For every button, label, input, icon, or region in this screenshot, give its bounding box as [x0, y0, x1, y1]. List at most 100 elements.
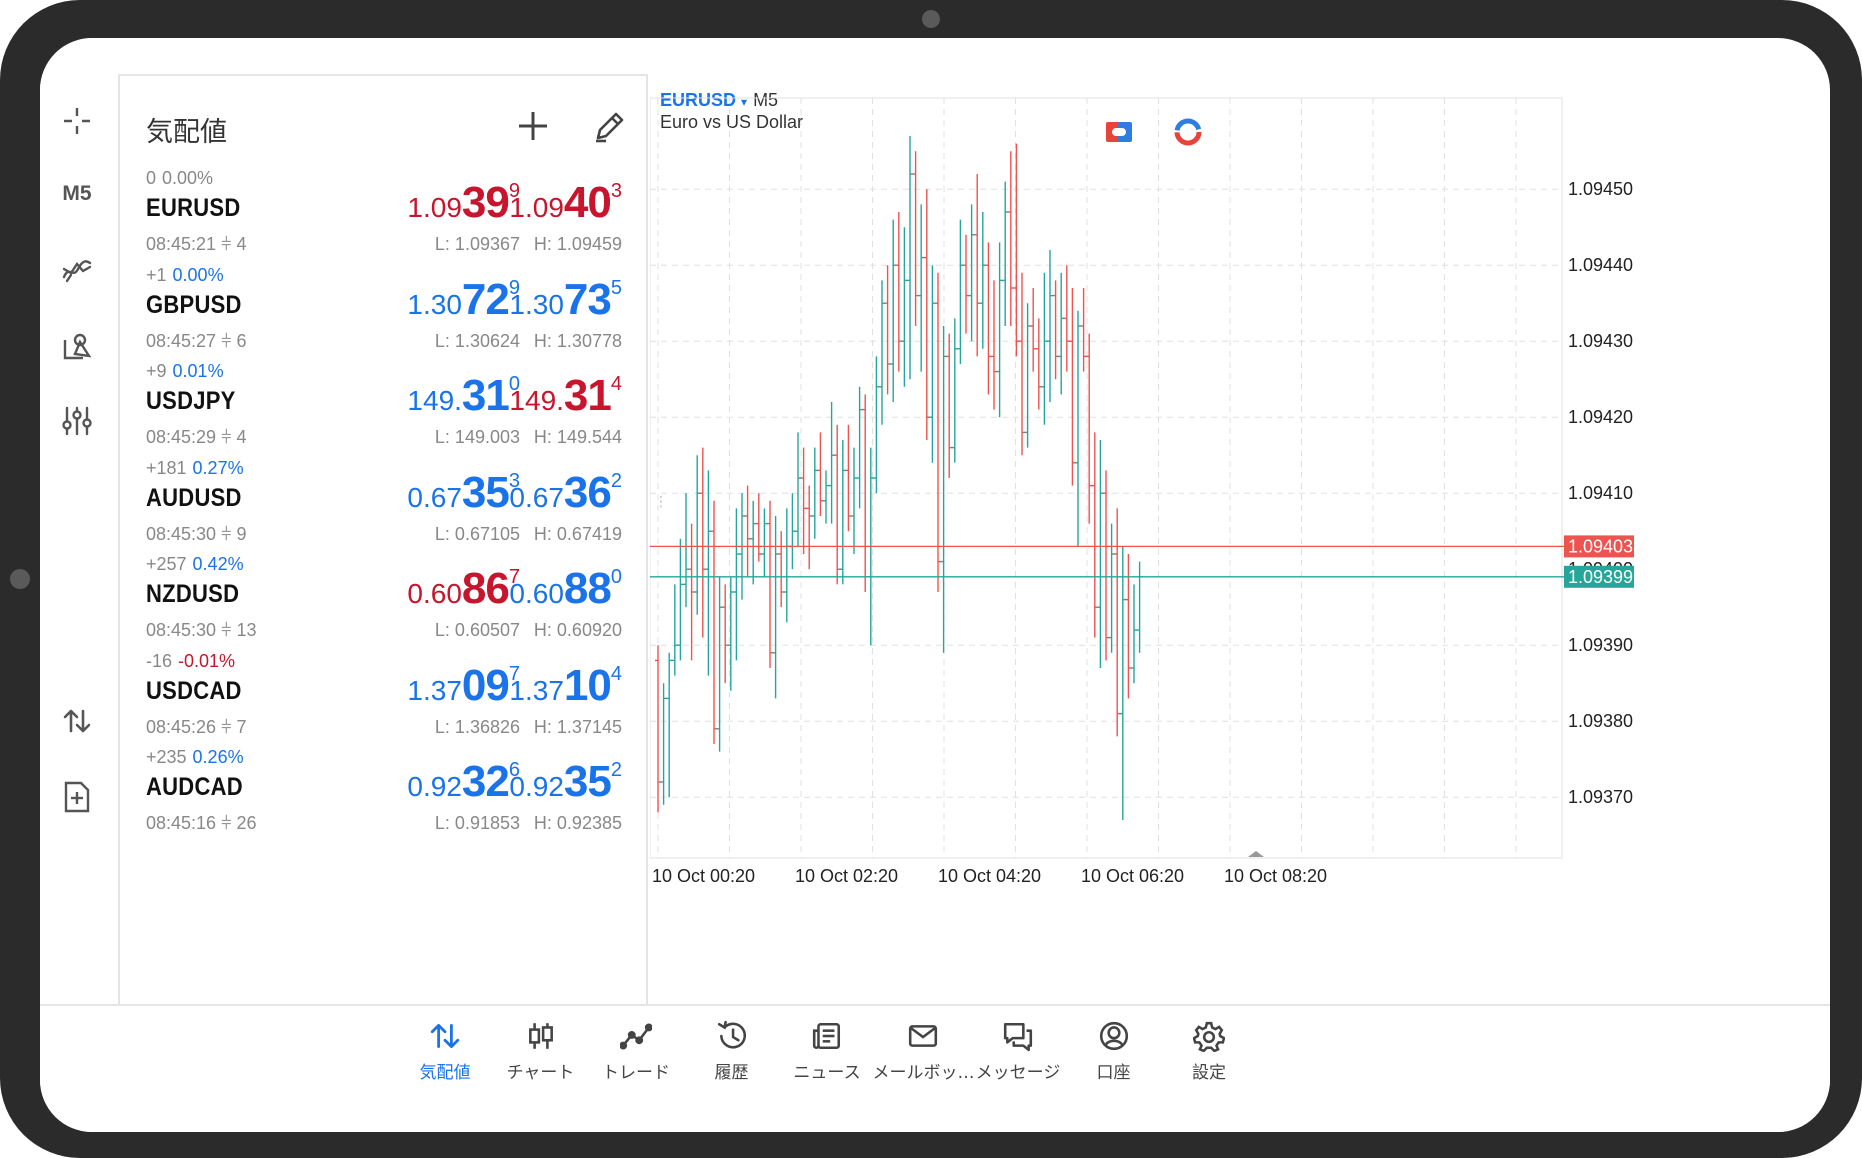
ohlc-bar	[951, 318, 958, 463]
ohlc-bar	[733, 508, 740, 661]
objects-icon[interactable]	[54, 323, 100, 369]
quote-row[interactable]: +235 0.26% AUDCAD 08:45:16 ⫩ 26 0.92326 0…	[120, 747, 646, 859]
chart-timeframe: M5	[753, 90, 779, 110]
splitter-handle: ⋮⋮	[650, 493, 668, 509]
bid-price: 0.60867	[407, 564, 520, 613]
change-percent: -0.01%	[178, 650, 236, 671]
add-symbol-button[interactable]	[513, 106, 553, 146]
change-points: 0 0.00%	[146, 168, 213, 189]
nav-item[interactable]: 履歴	[682, 1016, 782, 1083]
spread-value: 4	[236, 427, 247, 447]
ohlc-bar	[716, 576, 723, 752]
ohlc-bar	[963, 234, 969, 334]
nav-item[interactable]: トレード	[586, 1016, 686, 1083]
ohlc-bar	[772, 516, 779, 699]
nav-item[interactable]: チャート	[491, 1016, 591, 1083]
ohlc-bar	[879, 280, 885, 425]
one-click-trading-icon[interactable]	[1106, 122, 1132, 142]
ohlc-bar	[851, 447, 857, 554]
quote-row[interactable]: 0 0.00% EURUSD 08:45:21 ⫩ 4 1.09399 1.094…	[120, 168, 646, 280]
ohlc-bar	[907, 136, 913, 380]
ohlc-bar	[834, 424, 841, 585]
trade-arrows-icon[interactable]	[54, 698, 100, 744]
spread-value: 13	[236, 620, 257, 640]
new-order-icon[interactable]	[54, 774, 100, 820]
spread-value: 7	[236, 716, 247, 737]
ohlc-bar	[1052, 280, 1059, 380]
ohlc-bar	[1125, 554, 1132, 699]
ohlc-bar	[683, 493, 689, 608]
ohlc-bar	[1019, 272, 1025, 456]
spread-icon: ⫩	[221, 427, 232, 447]
ask-price: 1.37104	[509, 660, 622, 710]
quote-time: 08:45:26	[146, 716, 217, 737]
nav-item[interactable]: メッセージ	[968, 1016, 1068, 1083]
x-tick-label: 10 Oct 02:20	[795, 866, 898, 886]
quote-row[interactable]: +9 0.01% USDJPY 08:45:29 ⫩ 4 149.310 149.…	[120, 361, 646, 473]
spread-icon: ⫩	[221, 523, 232, 544]
nav-item[interactable]: 設定	[1159, 1016, 1259, 1083]
nav-item[interactable]: 口座	[1064, 1016, 1164, 1083]
y-tick-label: 1.09370	[1568, 787, 1633, 807]
ohlc-bar	[1013, 143, 1020, 357]
quote-meta: 08:45:29 ⫩ 4	[146, 427, 246, 448]
nav-label: チャート	[506, 1063, 575, 1083]
change-percent: 0.26%	[192, 747, 244, 767]
y-tick-label: 1.09410	[1568, 483, 1633, 503]
low-price: L: 0.67105	[434, 523, 520, 544]
crosshair-icon[interactable]	[54, 98, 100, 144]
change-value: +235	[146, 747, 187, 767]
nav-label: 気配値	[419, 1063, 471, 1083]
quote-meta: 08:45:30 ⫩ 13	[146, 620, 256, 641]
change-percent: 0.42%	[192, 554, 244, 574]
ohlc-bar	[1114, 508, 1121, 737]
low-price: L: 149.003	[434, 427, 520, 447]
change-points: +9 0.01%	[146, 361, 224, 382]
quote-row[interactable]: +1 0.00% GBPUSD 08:45:27 ⫩ 6 1.30729 1.30…	[120, 265, 646, 377]
current-time-marker	[1248, 851, 1264, 857]
nav-item[interactable]: 気配値	[395, 1016, 495, 1083]
spread-icon: ⫩	[221, 813, 232, 833]
camera	[922, 10, 940, 28]
spread-value: 26	[236, 813, 257, 833]
ohlc-bar	[1080, 288, 1087, 372]
settings-sliders-icon[interactable]	[54, 398, 100, 444]
nav-label: 口座	[1096, 1063, 1131, 1083]
ohlc-bar	[767, 500, 773, 668]
symbol-name: USDCAD	[146, 676, 242, 705]
spread-icon: ⫩	[221, 234, 232, 254]
ohlc-bar	[1035, 318, 1042, 410]
ohlc-bar	[923, 189, 930, 440]
trade-level-icon[interactable]	[1174, 118, 1202, 146]
low-price: L: 1.30624	[434, 330, 520, 351]
ohlc-bar	[655, 645, 661, 813]
ask-price: 0.92352	[509, 757, 622, 806]
ohlc-bar	[918, 204, 925, 372]
y-tick-label: 1.09390	[1568, 635, 1633, 655]
change-percent: 0.00%	[162, 168, 214, 188]
indicators-icon[interactable]	[54, 247, 100, 293]
nav-item[interactable]: ニュース	[777, 1016, 877, 1083]
timeframe-button[interactable]: M5	[62, 182, 92, 205]
quote-time: 08:45:30	[146, 523, 217, 544]
ohlc-bar	[823, 470, 829, 524]
y-tick-label: 1.09380	[1568, 711, 1633, 731]
y-tick-label: 1.09440	[1568, 255, 1633, 275]
nav-item[interactable]: メールボッ…	[873, 1016, 975, 1083]
ask-price-label: 1.09403	[1568, 536, 1633, 556]
change-value: +9	[146, 361, 167, 381]
quote-row[interactable]: +257 0.42% NZDUSD 08:45:30 ⫩ 13 0.60867 0…	[120, 554, 646, 666]
chart-canvas[interactable]: 1.09450 1.09440 1.09430 1.09420 1.09410 1.093…	[650, 74, 1830, 1004]
chart-area[interactable]: EURUSD ▾ M5 Euro vs US Dollar 1.09450 1.09…	[650, 74, 1830, 1004]
ohlc-bar	[985, 242, 992, 395]
chart-symbol[interactable]: EURUSD ▾ M5	[660, 90, 778, 111]
quote-meta: 08:45:21 ⫩ 4	[146, 234, 246, 255]
quote-meta: 08:45:30 ⫩ 9	[146, 524, 246, 545]
edit-list-button[interactable]	[590, 106, 630, 146]
quote-row[interactable]: +181 0.27% AUDUSD 08:45:30 ⫩ 9 0.67353 0.…	[120, 458, 646, 570]
quotes-arrows-icon	[395, 1016, 495, 1056]
change-points: +257 0.42%	[146, 554, 244, 575]
change-points: +1 0.00%	[146, 265, 224, 286]
quote-row[interactable]: -16 -0.01% USDCAD 08:45:26 ⫩ 7 1.37097 1.…	[120, 651, 646, 763]
